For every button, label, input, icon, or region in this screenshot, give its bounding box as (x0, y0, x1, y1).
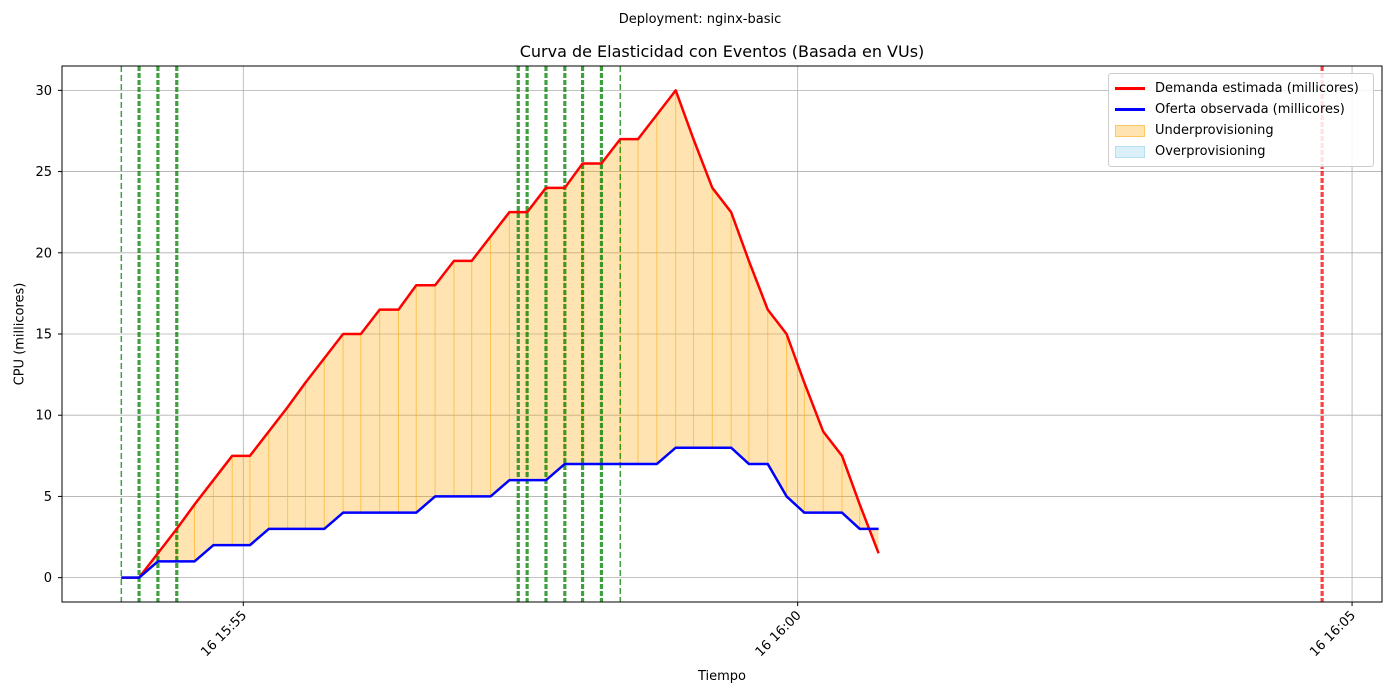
legend-swatch-underprovisioning (1115, 124, 1145, 137)
legend-item-underprovisioning: Underprovisioning (1113, 120, 1365, 141)
legend-item-demanda: Demanda estimada (millicores) (1113, 78, 1365, 99)
chart-title: Curva de Elasticidad con Eventos (Basada… (519, 42, 925, 61)
legend-label-demanda: Demanda estimada (millicores) (1155, 81, 1359, 96)
legend-swatch-overprovisioning (1115, 145, 1145, 158)
chart-legend: Demanda estimada (millicores) Oferta obs… (1108, 73, 1374, 167)
x-tick-label-2: 16 16:05 (1307, 608, 1359, 660)
legend-swatch-demanda (1115, 87, 1145, 90)
y-tick-label-6: 30 (35, 84, 52, 99)
underprovisioning-area (121, 90, 879, 578)
y-axis-label: CPU (millicores) (12, 282, 28, 386)
y-tick-label-0: 0 (44, 571, 52, 586)
legend-label-oferta: Oferta observada (millicores) (1155, 102, 1345, 117)
y-tick-label-5: 25 (35, 165, 52, 180)
y-tick-label-3: 15 (35, 328, 52, 343)
legend-item-oferta: Oferta observada (millicores) (1113, 99, 1365, 120)
legend-item-overprovisioning: Overprovisioning (1113, 141, 1365, 162)
legend-label-underprovisioning: Underprovisioning (1155, 123, 1274, 138)
x-axis-label: Tiempo (697, 669, 747, 684)
series-line-1 (121, 446, 879, 579)
y-tick-label-2: 10 (35, 409, 52, 424)
legend-label-overprovisioning: Overprovisioning (1155, 144, 1266, 159)
y-tick-label-1: 5 (44, 490, 52, 505)
legend-swatch-oferta (1115, 108, 1145, 111)
x-tick-label-1: 16 16:00 (753, 608, 805, 660)
chart-suptitle: Deployment: nginx-basic (618, 12, 782, 27)
series-line-0 (121, 89, 880, 579)
y-tick-label-4: 20 (35, 246, 52, 261)
x-tick-label-0: 16 15:55 (198, 608, 250, 660)
